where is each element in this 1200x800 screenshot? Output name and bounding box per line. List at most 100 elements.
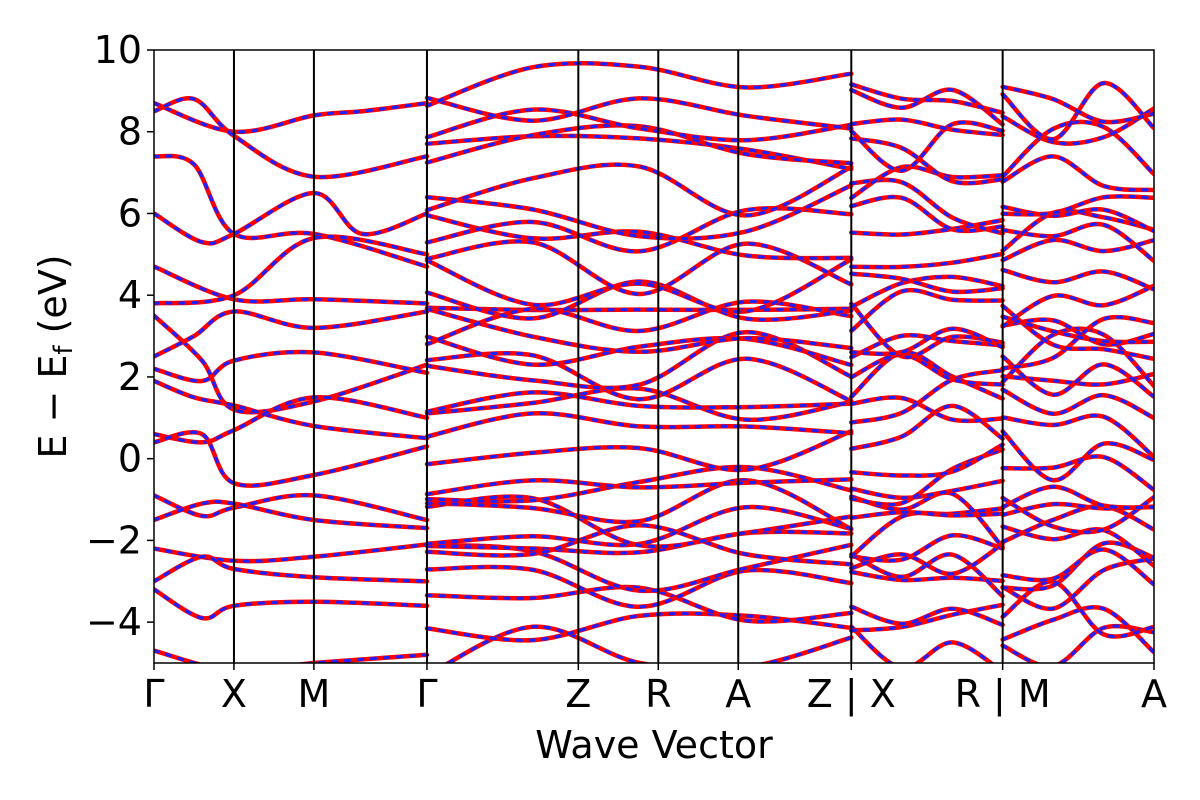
x-tick-label: Z | X — [807, 672, 896, 717]
band-line-overlay — [1001, 388, 1154, 420]
band-line — [1000, 429, 1154, 483]
band-line — [424, 611, 854, 643]
band-line-overlay — [445, 625, 853, 663]
band-line-overlay — [849, 605, 1005, 627]
band-line-overlay — [849, 288, 1005, 333]
band-line-overlay — [849, 272, 1005, 294]
band-line-overlay — [1001, 547, 1154, 586]
band-line-overlay — [1001, 120, 1154, 179]
band-line — [424, 183, 854, 241]
band-line-overlay — [154, 235, 429, 305]
band-line — [1000, 494, 1154, 535]
x-axis-label: Wave Vector — [535, 723, 773, 767]
band-line-overlay — [425, 257, 853, 314]
y-tick-label: 4 — [118, 273, 142, 317]
band-line-overlay — [425, 523, 853, 566]
y-tick-label: 10 — [94, 28, 142, 72]
x-tick-label: Γ — [416, 672, 437, 716]
band-line-overlay — [425, 61, 853, 108]
band-line-overlay — [849, 479, 1005, 500]
band-line-overlay — [425, 478, 853, 531]
band-line — [424, 411, 854, 439]
band-line — [424, 429, 854, 473]
band-line-overlay — [425, 299, 853, 346]
band-line — [1000, 154, 1154, 193]
band-line-overlay — [154, 430, 429, 488]
band-line-overlay — [1001, 205, 1154, 233]
band-line-overlay — [849, 353, 1005, 387]
band-line-overlay — [1001, 222, 1154, 263]
band-line — [849, 442, 1005, 478]
band-line-overlay — [849, 443, 1005, 478]
band-line-overlay — [1001, 504, 1154, 544]
kpoint-divider-lines — [232, 50, 1004, 663]
band-line-overlay — [425, 306, 853, 312]
band-line-overlay — [1001, 315, 1154, 370]
band-line-overlay — [425, 530, 853, 555]
band-line-overlay — [154, 96, 429, 179]
band-line-overlay — [154, 314, 429, 414]
x-tick-label: R — [645, 672, 671, 716]
band-line-overlay — [849, 542, 1005, 576]
band-line-overlay — [1001, 454, 1154, 492]
y-tick-label: −2 — [86, 518, 142, 562]
band-line-overlay — [849, 603, 1005, 633]
band-line-overlay — [849, 195, 1005, 233]
band-line — [849, 251, 1005, 270]
band-line-overlay — [425, 465, 853, 503]
band-line-overlay — [849, 327, 1005, 356]
x-tick-label: Γ — [143, 672, 164, 716]
band-line-overlay — [154, 191, 429, 246]
band-line-overlay — [849, 275, 1005, 309]
band-line-overlay — [425, 477, 853, 496]
band-line-overlay — [154, 649, 429, 663]
band-line-overlay — [849, 136, 1005, 185]
band-line-overlay — [849, 252, 1005, 269]
band-line-overlay — [849, 368, 1005, 425]
band-line-overlay — [425, 351, 853, 403]
band-line-overlay — [425, 279, 853, 322]
x-tick-label: A — [1141, 672, 1167, 716]
band-line-overlay — [154, 587, 429, 620]
band-line-overlay — [1001, 318, 1154, 347]
y-tick-label: 6 — [118, 191, 142, 235]
band-line-overlay — [154, 309, 429, 359]
band-line-overlay — [154, 499, 429, 530]
band-line-overlay — [1001, 238, 1154, 262]
band-line-overlay — [425, 495, 853, 549]
band-line-overlay — [425, 239, 853, 296]
band-line-overlay — [154, 265, 429, 305]
x-tick-label: A — [725, 672, 751, 716]
band-line-overlay — [849, 178, 1005, 236]
band-line — [424, 390, 854, 414]
band-line-overlay — [849, 218, 1005, 237]
band-lines — [154, 60, 1154, 663]
band-line — [849, 624, 995, 663]
x-tick-label: R | M — [955, 672, 1051, 717]
y-tick-label: 0 — [118, 437, 142, 481]
band-line — [849, 177, 1005, 236]
band-line — [424, 334, 854, 368]
band-line — [424, 213, 854, 261]
band-line-overlay — [849, 510, 1005, 520]
x-tick-label: M — [298, 672, 331, 716]
band-line-overlay — [154, 101, 429, 134]
band-line-overlay — [849, 552, 1005, 598]
band-line — [849, 403, 1005, 452]
band-line-overlay — [849, 506, 1005, 559]
band-line-overlay — [425, 163, 853, 218]
y-axis-label-subscript: f — [49, 345, 79, 355]
y-tick-label: 8 — [118, 110, 142, 154]
band-line — [154, 234, 430, 306]
band-line-overlay — [1001, 209, 1154, 253]
band-line-overlay — [425, 565, 853, 609]
band-line — [154, 587, 430, 621]
band-line-overlay — [154, 154, 429, 269]
band-line-overlay — [1001, 580, 1154, 639]
y-tick-label: −4 — [86, 600, 142, 644]
x-axis-ticks: Γ X M Γ Z R A Z | X R | M A — [143, 663, 1167, 717]
band-line-overlay — [1001, 315, 1154, 344]
band-line — [154, 100, 430, 135]
band-line-overlay — [1001, 154, 1154, 192]
